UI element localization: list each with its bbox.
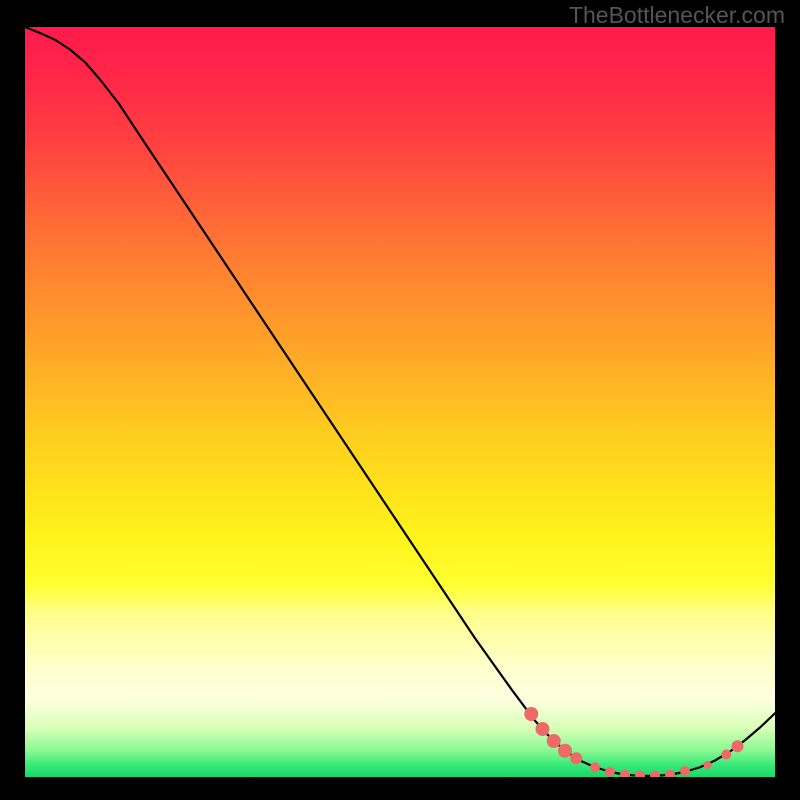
chart-svg — [25, 27, 775, 777]
curve-marker — [721, 750, 731, 760]
curve-marker — [570, 752, 582, 764]
plot-area — [25, 27, 775, 777]
chart-canvas: TheBottlenecker.com — [0, 0, 800, 800]
curve-marker — [547, 734, 561, 748]
curve-marker — [732, 740, 744, 752]
curve-marker — [558, 744, 572, 758]
watermark-text: TheBottlenecker.com — [569, 2, 785, 29]
curve-marker — [524, 707, 538, 721]
curve-marker — [536, 722, 550, 736]
curve-marker — [590, 762, 600, 772]
curve-marker — [680, 766, 690, 776]
curve-marker — [605, 767, 615, 777]
curve-marker — [704, 761, 712, 769]
gradient-background — [25, 27, 775, 777]
